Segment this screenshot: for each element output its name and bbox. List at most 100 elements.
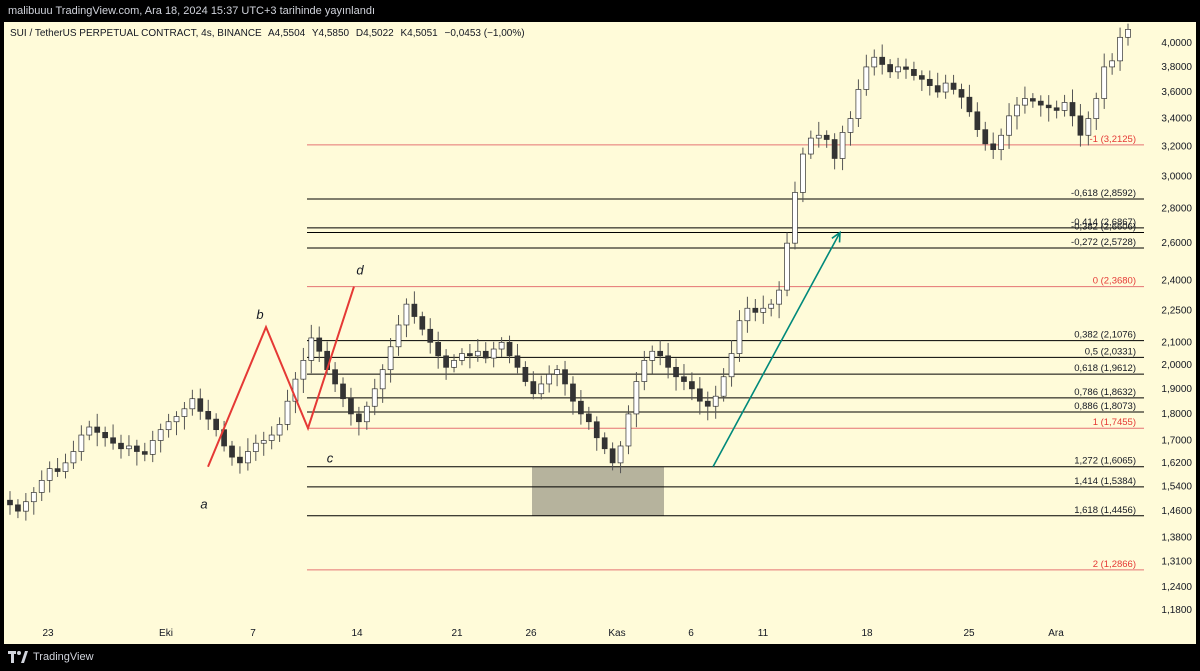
candle-body (585, 413, 592, 423)
candle-body (831, 139, 838, 159)
candle-body (205, 411, 212, 420)
candle-body (546, 374, 553, 385)
projection-arrow[interactable] (712, 232, 841, 468)
candle-body (395, 324, 402, 348)
abcd-pattern-line[interactable] (207, 286, 355, 468)
ohlc-low: D4,5022 (355, 28, 394, 39)
price-tick-label: 1,6200 (1161, 458, 1192, 469)
candle-body (784, 242, 790, 291)
candle-body (348, 398, 354, 415)
price-tick-label: 2,2500 (1161, 305, 1192, 316)
candle-body (863, 66, 870, 90)
price-tick-label: 1,3100 (1161, 557, 1192, 568)
candle-body (625, 413, 632, 447)
fib-level-label: 2 (1,2866) (1093, 559, 1136, 570)
price-tick-label: 2,1000 (1161, 337, 1192, 348)
candle-body (974, 111, 981, 130)
candle-body (934, 85, 941, 93)
price-chart[interactable]: 4,0000 3,8000 3,6000 3,4000 3,2000 3,0000 2,80… (4, 22, 1196, 644)
candle-body (1125, 29, 1131, 38)
candle-body (482, 350, 489, 359)
candle-body (252, 442, 259, 452)
candle-body (895, 66, 901, 73)
candle-body (379, 369, 386, 390)
candle-body (411, 303, 418, 317)
candle-body (403, 303, 410, 326)
symbol-name[interactable]: SUI / TetherUS PERPETUAL CONTRACT, 4s, B… (10, 28, 262, 39)
fib-level-label: 0,886 (1,8073) (1074, 401, 1136, 412)
candle-body (141, 451, 148, 455)
candle-body (498, 341, 505, 350)
candle-body (260, 440, 267, 444)
candle-body (237, 456, 243, 464)
candle-body (1006, 115, 1012, 136)
time-tick-label: Ara (1048, 628, 1064, 639)
candle-body (435, 341, 442, 357)
time-tick-label: 26 (525, 628, 537, 639)
candle-body (419, 316, 426, 330)
candle-body (173, 416, 180, 423)
candle-body (197, 398, 204, 412)
candle-body (363, 405, 370, 423)
fib-level-label: 1 (1,7455) (1093, 417, 1136, 428)
candle-body (1109, 60, 1115, 68)
candle-body (316, 337, 323, 352)
candle-body (1101, 66, 1108, 99)
candle-body (245, 451, 251, 464)
candle-body (649, 350, 656, 361)
candle-body (284, 400, 291, 425)
price-tick-label: 1,4600 (1161, 506, 1192, 517)
candle-body (990, 143, 997, 150)
candle-body (760, 307, 767, 313)
plot-area[interactable]: 4,0000 3,8000 3,6000 3,4000 3,2000 3,0000 2,80… (4, 22, 1196, 644)
ohlc-high: Y4,5850 (311, 28, 350, 39)
candle-body (847, 118, 854, 133)
candle-body (601, 437, 608, 450)
candle-body (776, 289, 782, 305)
candle-body (506, 341, 513, 357)
candle-body (23, 501, 29, 512)
time-tick-label: 21 (451, 628, 463, 639)
time-tick-label: 7 (250, 628, 256, 639)
candle-body (720, 376, 727, 397)
candle-body (229, 445, 235, 458)
ohlc-change: −0,0453 (−1,00%) (444, 28, 525, 39)
candle-body (562, 369, 568, 385)
candle-body (681, 376, 687, 382)
candle-body (15, 504, 21, 512)
candle-body (792, 192, 798, 244)
publish-header: malibuuu TradingView.com, Ara 18, 2024 1… (0, 0, 1200, 22)
price-tick-label: 1,7000 (1161, 435, 1192, 446)
candle-body (268, 434, 275, 441)
price-axis[interactable] (1134, 22, 1196, 644)
candle-body (467, 353, 473, 357)
candle-body (1037, 100, 1044, 106)
candle-body (570, 383, 576, 402)
price-tick-label: 4,0000 (1161, 38, 1192, 49)
candle-body (46, 468, 53, 481)
candle-body (1093, 98, 1100, 119)
candle-body (340, 383, 346, 400)
fib-level-label: 0 (2,3680) (1093, 276, 1136, 287)
candle-body (578, 400, 584, 415)
candle-body (815, 134, 822, 139)
candle-body (768, 303, 775, 309)
candle-body (1030, 98, 1036, 102)
candle-body (903, 66, 909, 70)
candle-body (522, 366, 529, 382)
price-tick-label: 2,4000 (1161, 275, 1192, 286)
price-tick-label: 1,2400 (1161, 582, 1192, 593)
candle-body (213, 418, 220, 431)
candle-body (998, 134, 1004, 150)
pattern-point-label: a (200, 497, 207, 512)
target-zone[interactable] (532, 466, 664, 516)
candle-body (126, 445, 132, 450)
candle-body (633, 381, 640, 415)
candle-body (665, 355, 671, 368)
candle-body (1085, 118, 1092, 136)
tradingview-logo[interactable]: TradingView (8, 651, 94, 663)
fib-level-label: 1,414 (1,5384) (1074, 476, 1136, 487)
candle-body (712, 395, 719, 407)
pattern-point-label: c (327, 451, 334, 466)
